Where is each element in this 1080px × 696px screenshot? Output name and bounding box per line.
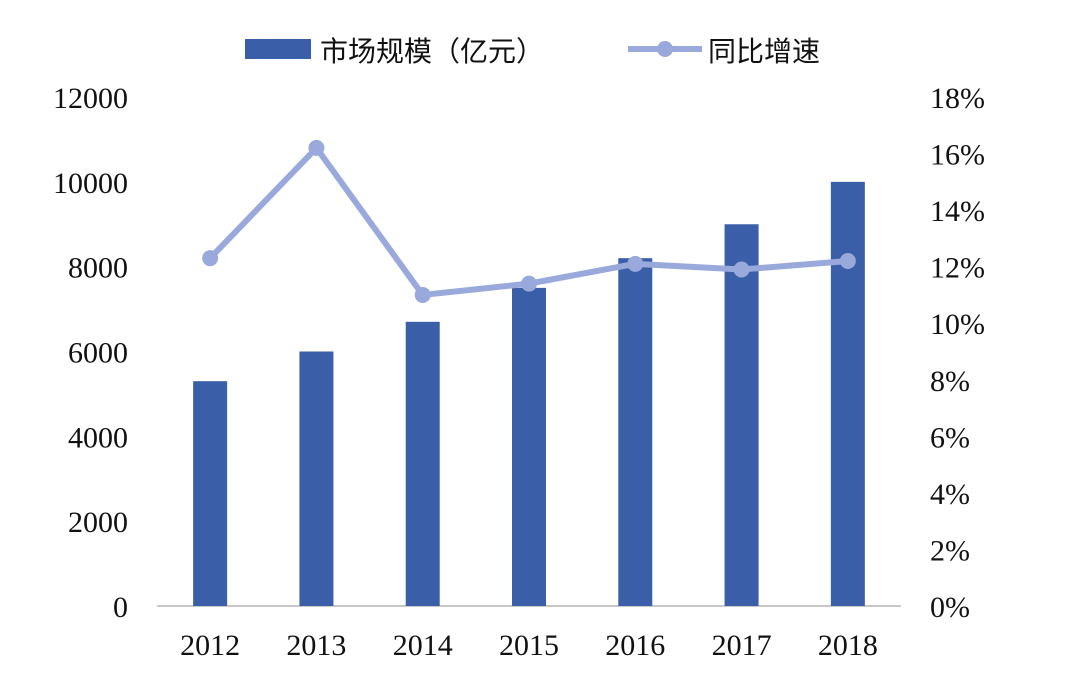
growth-rate-point	[414, 286, 431, 303]
growth-rate-point	[627, 255, 644, 272]
bar	[299, 351, 334, 606]
y-right-tick-label: 14%	[930, 195, 985, 228]
legend-line-marker	[657, 41, 673, 57]
y-right-tick-label: 2%	[930, 534, 970, 567]
y-right-tick-label: 0%	[930, 591, 970, 624]
bar	[193, 381, 228, 606]
y-left-tick-label: 8000	[68, 252, 128, 285]
x-tick-label: 2018	[818, 629, 878, 662]
y-right-tick-label: 6%	[930, 421, 970, 454]
y-right-tick-label: 12%	[930, 252, 985, 285]
bar	[405, 321, 440, 606]
growth-rate-point	[308, 139, 325, 156]
legend-label-market-size: 市场规模（亿元）	[320, 35, 544, 68]
bar	[618, 258, 653, 606]
growth-rate-point	[202, 250, 219, 267]
growth-rate-point	[839, 253, 856, 270]
growth-rate-point	[521, 275, 537, 292]
y-left-tick-label: 6000	[68, 337, 128, 370]
y-left-tick-label: 4000	[68, 421, 128, 454]
legend-label-growth-rate: 同比增速	[708, 35, 820, 68]
bar	[512, 287, 546, 606]
x-tick-label: 2017	[712, 629, 772, 662]
y-right-tick-label: 18%	[930, 82, 985, 115]
y-left-tick-label: 2000	[68, 506, 128, 539]
legend: 市场规模（亿元） 同比增速	[245, 35, 820, 68]
bar	[724, 224, 759, 606]
x-tick-label: 2013	[286, 629, 346, 662]
legend-bar-swatch	[245, 39, 311, 59]
y-right-tick-label: 16%	[930, 139, 985, 172]
x-tick-label: 2014	[393, 629, 453, 662]
x-tick-label: 2016	[605, 629, 665, 662]
y-right-tick-label: 4%	[930, 478, 970, 511]
y-left-tick-label: 0	[113, 591, 128, 624]
y-left-tick-label: 12000	[53, 82, 128, 115]
y-left-tick-label: 10000	[53, 167, 128, 200]
plot-area: 0 2000 4000 6000 8000 10000 12000 0% 2% 4% 6% 8% 10%…	[53, 82, 985, 662]
growth-rate-point	[733, 261, 750, 278]
bar	[830, 181, 865, 607]
x-tick-label: 2015	[499, 629, 559, 662]
x-tick-label: 2012	[180, 629, 240, 662]
y-right-tick-label: 8%	[930, 365, 970, 398]
y-right-tick-label: 10%	[930, 308, 985, 341]
